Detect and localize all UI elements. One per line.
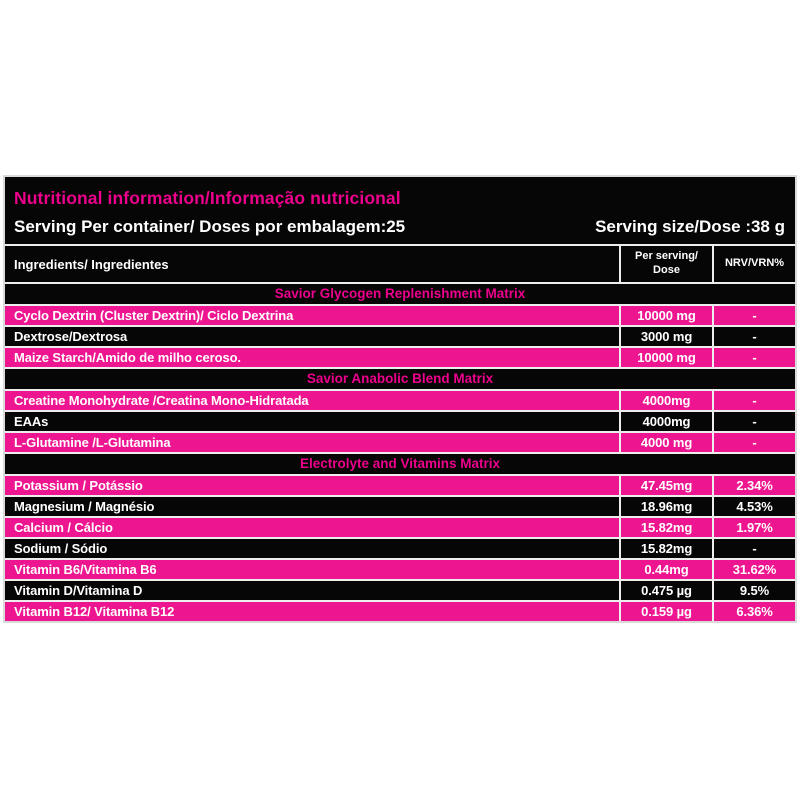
- column-header-nrv: NRV/VRN%: [712, 246, 795, 282]
- ingredient-amount: 10000 mg: [619, 306, 712, 325]
- section-header: Electrolyte and Vitamins Matrix: [5, 452, 795, 474]
- ingredient-amount: 15.82mg: [619, 518, 712, 537]
- serving-info-row: Serving Per container/ Doses por embalag…: [5, 214, 795, 244]
- ingredient-nrv: -: [712, 327, 795, 346]
- ingredient-amount: 0.475 µg: [619, 581, 712, 600]
- ingredient-nrv: -: [712, 433, 795, 452]
- per-serving-line1: Per serving/: [635, 250, 698, 263]
- ingredient-nrv: 2.34%: [712, 476, 795, 495]
- ingredient-name: Cyclo Dextrin (Cluster Dextrin)/ Ciclo D…: [14, 308, 294, 323]
- nutrition-label-panel: Nutritional information/Informação nutri…: [3, 175, 797, 623]
- ingredient-row: Magnesium / Magnésio 18.96mg 4.53%: [5, 495, 795, 516]
- ingredient-nrv: 6.36%: [712, 602, 795, 621]
- ingredient-amount: 4000mg: [619, 391, 712, 410]
- ingredient-amount: 4000 mg: [619, 433, 712, 452]
- ingredient-nrv: 4.53%: [712, 497, 795, 516]
- ingredient-amount: 0.159 µg: [619, 602, 712, 621]
- section-header: Savior Glycogen Replenishment Matrix: [5, 282, 795, 304]
- ingredient-row: L-Glutamine /L-Glutamina 4000 mg -: [5, 431, 795, 452]
- ingredient-name: Potassium / Potássio: [14, 478, 143, 493]
- ingredient-name: EAAs: [14, 414, 49, 429]
- ingredient-name: Vitamin D/Vitamina D: [14, 583, 143, 598]
- ingredient-nrv: 31.62%: [712, 560, 795, 579]
- serving-per-container-text: Serving Per container/ Doses por embalag…: [14, 217, 406, 236]
- ingredient-amount: 10000 mg: [619, 348, 712, 367]
- ingredient-row: Vitamin B12/ Vitamina B12 0.159 µg 6.36%: [5, 600, 795, 621]
- ingredient-name: Vitamin B6/Vitamina B6: [14, 562, 157, 577]
- table-column-headers: Ingredients/ Ingredientes Per serving/ D…: [5, 244, 795, 282]
- ingredient-name: Magnesium / Magnésio: [14, 499, 155, 514]
- table-body: Savior Glycogen Replenishment Matrix Cyc…: [5, 282, 795, 621]
- ingredient-nrv: 1.97%: [712, 518, 795, 537]
- ingredient-amount: 0.44mg: [619, 560, 712, 579]
- ingredient-amount: 4000mg: [619, 412, 712, 431]
- ingredient-nrv: -: [712, 348, 795, 367]
- ingredient-nrv: -: [712, 412, 795, 431]
- serving-size-text: Serving size/Dose :38 g: [595, 217, 785, 236]
- ingredient-name: Vitamin B12/ Vitamina B12: [14, 604, 175, 619]
- label-title: Nutritional information/Informação nutri…: [14, 188, 401, 208]
- ingredient-row: Potassium / Potássio 47.45mg 2.34%: [5, 474, 795, 495]
- per-serving-line2: Dose: [653, 264, 680, 276]
- section-header: Savior Anabolic Blend Matrix: [5, 367, 795, 389]
- ingredient-row: Calcium / Cálcio 15.82mg 1.97%: [5, 516, 795, 537]
- ingredient-nrv: -: [712, 306, 795, 325]
- ingredient-name: Sodium / Sódio: [14, 541, 108, 556]
- ingredient-name: Maize Starch/Amido de milho ceroso.: [14, 350, 241, 365]
- ingredient-amount: 15.82mg: [619, 539, 712, 558]
- ingredient-row: Creatine Monohydrate /Creatina Mono-Hidr…: [5, 389, 795, 410]
- ingredient-amount: 18.96mg: [619, 497, 712, 516]
- ingredient-row: EAAs 4000mg -: [5, 410, 795, 431]
- ingredient-nrv: 9.5%: [712, 581, 795, 600]
- ingredient-name: L-Glutamine /L-Glutamina: [14, 435, 171, 450]
- column-header-per-serving: Per serving/ Dose: [619, 246, 712, 282]
- ingredient-row: Cyclo Dextrin (Cluster Dextrin)/ Ciclo D…: [5, 304, 795, 325]
- ingredient-row: Sodium / Sódio 15.82mg -: [5, 537, 795, 558]
- ingredient-nrv: -: [712, 391, 795, 410]
- ingredient-amount: 3000 mg: [619, 327, 712, 346]
- ingredient-row: Maize Starch/Amido de milho ceroso. 1000…: [5, 346, 795, 367]
- column-header-ingredients: Ingredients/ Ingredientes: [14, 256, 169, 272]
- ingredient-row: Vitamin D/Vitamina D 0.475 µg 9.5%: [5, 579, 795, 600]
- ingredient-row: Dextrose/Dextrosa 3000 mg -: [5, 325, 795, 346]
- ingredient-nrv: -: [712, 539, 795, 558]
- ingredient-name: Dextrose/Dextrosa: [14, 329, 128, 344]
- ingredient-name: Creatine Monohydrate /Creatina Mono-Hidr…: [14, 393, 309, 408]
- ingredient-name: Calcium / Cálcio: [14, 520, 113, 535]
- ingredient-row: Vitamin B6/Vitamina B6 0.44mg 31.62%: [5, 558, 795, 579]
- ingredient-amount: 47.45mg: [619, 476, 712, 495]
